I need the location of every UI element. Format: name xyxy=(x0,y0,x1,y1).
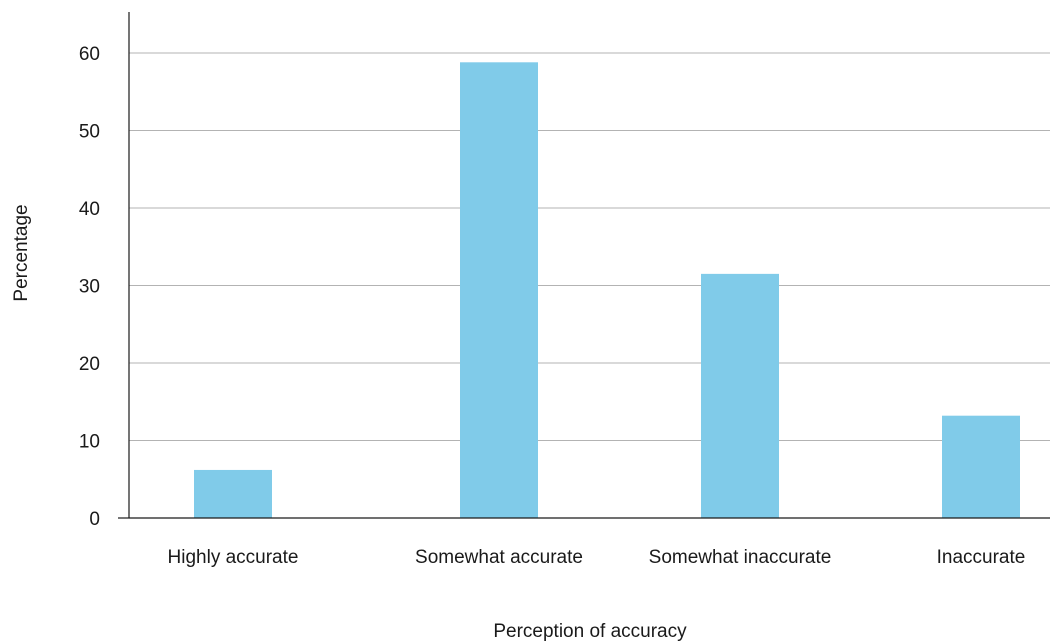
axes xyxy=(118,12,1050,519)
gridlines xyxy=(129,52,1050,441)
x-category-label-1: Somewhat accurate xyxy=(415,547,583,568)
y-tick-labels: 0 10 20 30 40 50 60 xyxy=(79,44,100,530)
bar-2 xyxy=(701,273,779,518)
y-tick-label-10: 10 xyxy=(79,432,100,453)
y-tick-label-60: 60 xyxy=(79,44,100,65)
x-category-label-3: Inaccurate xyxy=(937,547,1026,568)
y-axis-title: Percentage xyxy=(11,204,32,301)
bar-1 xyxy=(460,62,538,519)
x-axis-title: Perception of accuracy xyxy=(493,621,687,642)
bar-3 xyxy=(942,415,1020,518)
x-category-label-2: Somewhat inaccurate xyxy=(649,547,832,568)
x-category-label-0: Highly accurate xyxy=(168,547,299,568)
bar-0 xyxy=(194,469,272,518)
x-category-labels: Highly accurate Somewhat accurate Somewhat… xyxy=(168,547,1026,568)
y-tick-label-20: 20 xyxy=(79,354,100,375)
y-tick-label-40: 40 xyxy=(79,199,100,220)
y-tick-label-30: 30 xyxy=(79,277,100,298)
y-tick-label-50: 50 xyxy=(79,122,100,143)
bars xyxy=(194,62,1020,519)
y-tick-label-0: 0 xyxy=(89,509,100,530)
